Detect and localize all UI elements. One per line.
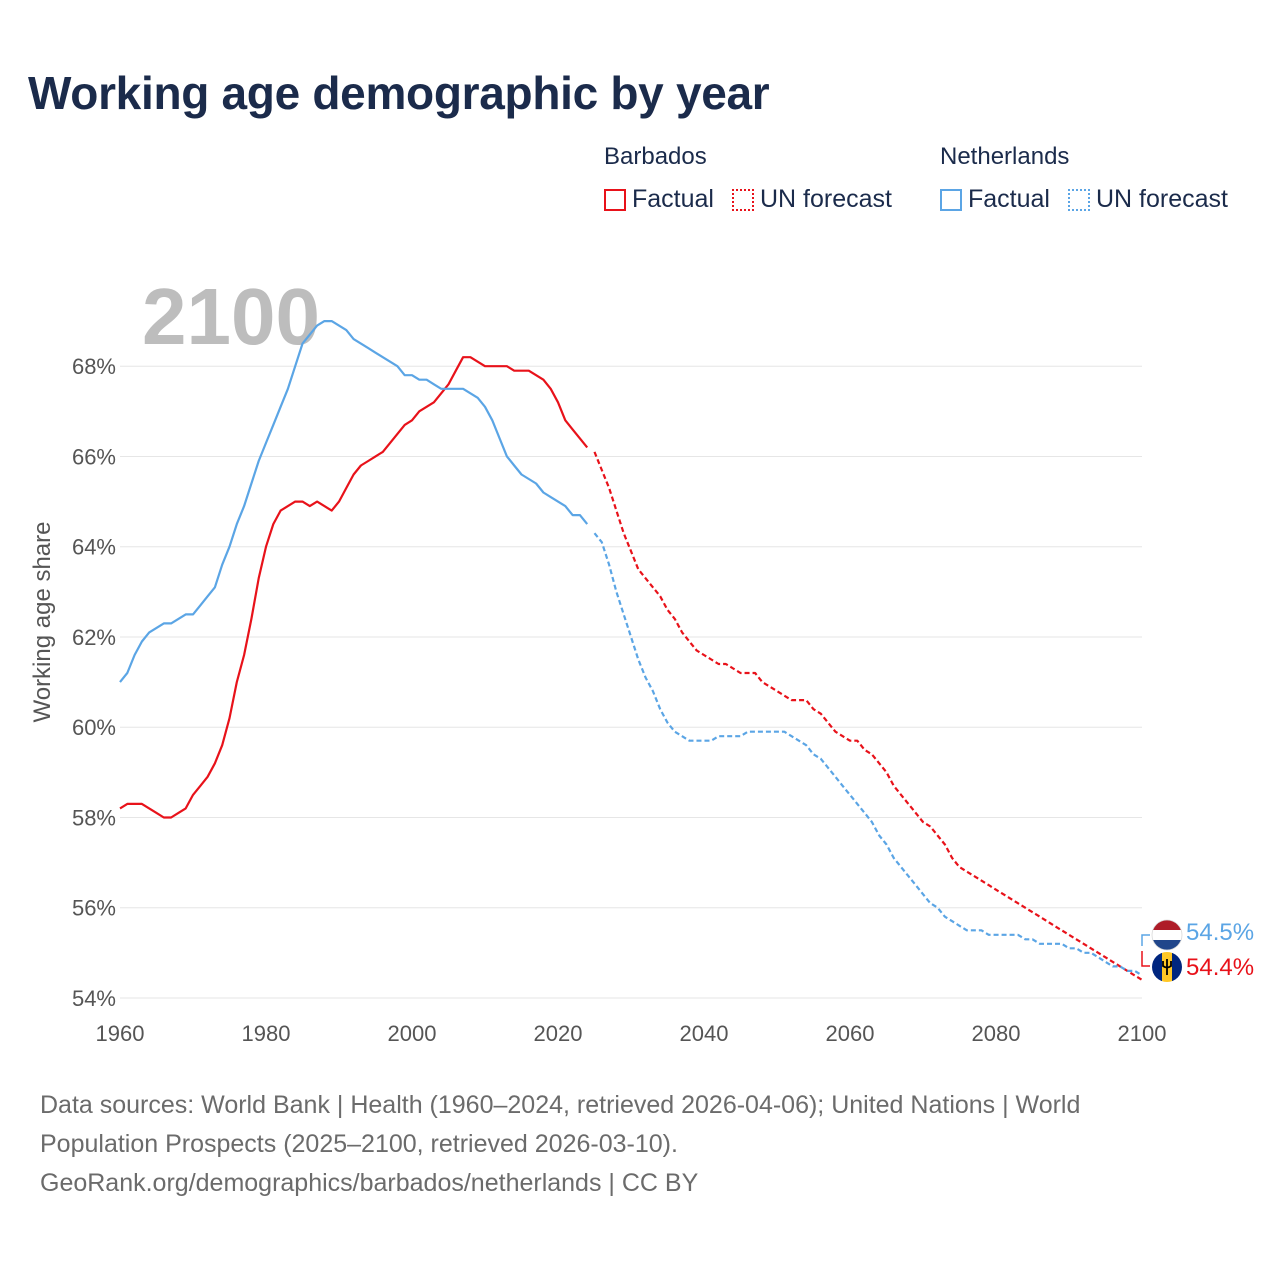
x-tick-label: 2080: [972, 1021, 1021, 1046]
legend-swatch-solid: [604, 188, 626, 211]
netherlands-flag-icon: [1151, 919, 1183, 951]
legend-label: Factual: [968, 185, 1050, 213]
x-tick-label: 2020: [534, 1021, 583, 1046]
y-tick-label: 68%: [72, 354, 116, 379]
barbados-flag-icon: [1152, 952, 1182, 982]
legend-item-netherlands-forecast[interactable]: UN forecast: [1067, 185, 1228, 214]
legend-group-title: Netherlands: [940, 143, 1070, 170]
footer-source-line-1: Data sources: World Bank | Health (1960–…: [40, 1091, 1081, 1119]
y-tick-label: 58%: [72, 805, 116, 830]
netherlands-connector: [1141, 934, 1150, 946]
x-tick-label: 2060: [826, 1021, 875, 1046]
legend-group-title: Barbados: [604, 143, 707, 170]
chart-title: Working age demographic by year: [28, 67, 770, 119]
series: [119, 320, 1143, 981]
x-axis: 1960 1980 2000 2020 2040 2060 2080 2100: [96, 1021, 1167, 1046]
x-tick-label: 1980: [242, 1021, 291, 1046]
gridlines: [120, 365, 1142, 999]
barbados-connector: [1141, 951, 1150, 967]
y-tick-label: 54%: [72, 986, 116, 1011]
end-label-barbados: 54.4%: [1186, 954, 1254, 981]
legend-swatch-solid: [940, 188, 962, 211]
footer-source-line-2: Population Prospects (2025–2100, retriev…: [40, 1130, 678, 1158]
x-tick-label: 2000: [388, 1021, 437, 1046]
y-tick-label: 66%: [72, 444, 116, 469]
year-label: 2100: [142, 272, 320, 361]
legend-item-barbados-factual[interactable]: Factual: [604, 185, 714, 214]
legend-group-barbados: Barbados Factual UN forecast: [604, 143, 892, 214]
x-tick-label: 2040: [680, 1021, 729, 1046]
series-line-barbados-forecast[interactable]: [593, 451, 1143, 981]
series-line-barbados-factual[interactable]: [119, 356, 589, 819]
end-labels: 54.5% 54.4%: [1141, 919, 1254, 982]
y-tick-label: 64%: [72, 535, 116, 560]
y-tick-label: 60%: [72, 715, 116, 740]
legend-item-netherlands-factual[interactable]: Factual: [940, 185, 1050, 214]
x-tick-label: 1960: [96, 1021, 145, 1046]
footer: Data sources: World Bank | Health (1960–…: [40, 1086, 1240, 1203]
legend-swatch-dotted: [1067, 188, 1090, 211]
legend-item-barbados-forecast[interactable]: UN forecast: [731, 185, 892, 214]
legend-group-netherlands: Netherlands Factual UN forecast: [940, 143, 1228, 214]
y-tick-label: 56%: [72, 896, 116, 921]
legend-label: Factual: [632, 185, 714, 213]
legend-label: UN forecast: [759, 185, 892, 213]
y-tick-label: 62%: [72, 625, 116, 650]
line-chart: 2100 54% 56% 58% 60% 62% 64% 66% 68% 1960 1980 20…: [29, 272, 1254, 1046]
series-line-netherlands-forecast[interactable]: [593, 532, 1143, 977]
footer-credit[interactable]: GeoRank.org/demographics/barbados/nether…: [40, 1169, 699, 1197]
series-line-netherlands-factual[interactable]: [119, 320, 589, 683]
y-axis: 54% 56% 58% 60% 62% 64% 66% 68%: [72, 354, 116, 1011]
legend-swatch-dotted: [731, 188, 754, 211]
end-label-netherlands: 54.5%: [1186, 919, 1254, 946]
legend-label: UN forecast: [1095, 185, 1228, 213]
y-axis-title: Working age share: [29, 522, 56, 723]
x-tick-label: 2100: [1118, 1021, 1167, 1046]
